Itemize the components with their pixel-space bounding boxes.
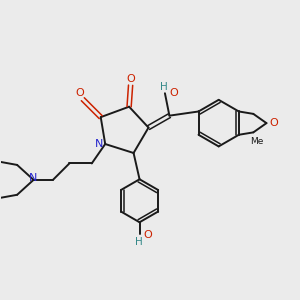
Text: O: O: [269, 118, 278, 128]
Text: O: O: [76, 88, 84, 98]
Text: Me: Me: [250, 137, 264, 146]
Text: O: O: [143, 230, 152, 240]
Text: O: O: [126, 74, 135, 84]
Text: N: N: [29, 173, 38, 183]
Text: O: O: [169, 88, 178, 98]
Text: H: H: [160, 82, 167, 92]
Text: H: H: [135, 237, 143, 247]
Text: N: N: [94, 139, 103, 149]
